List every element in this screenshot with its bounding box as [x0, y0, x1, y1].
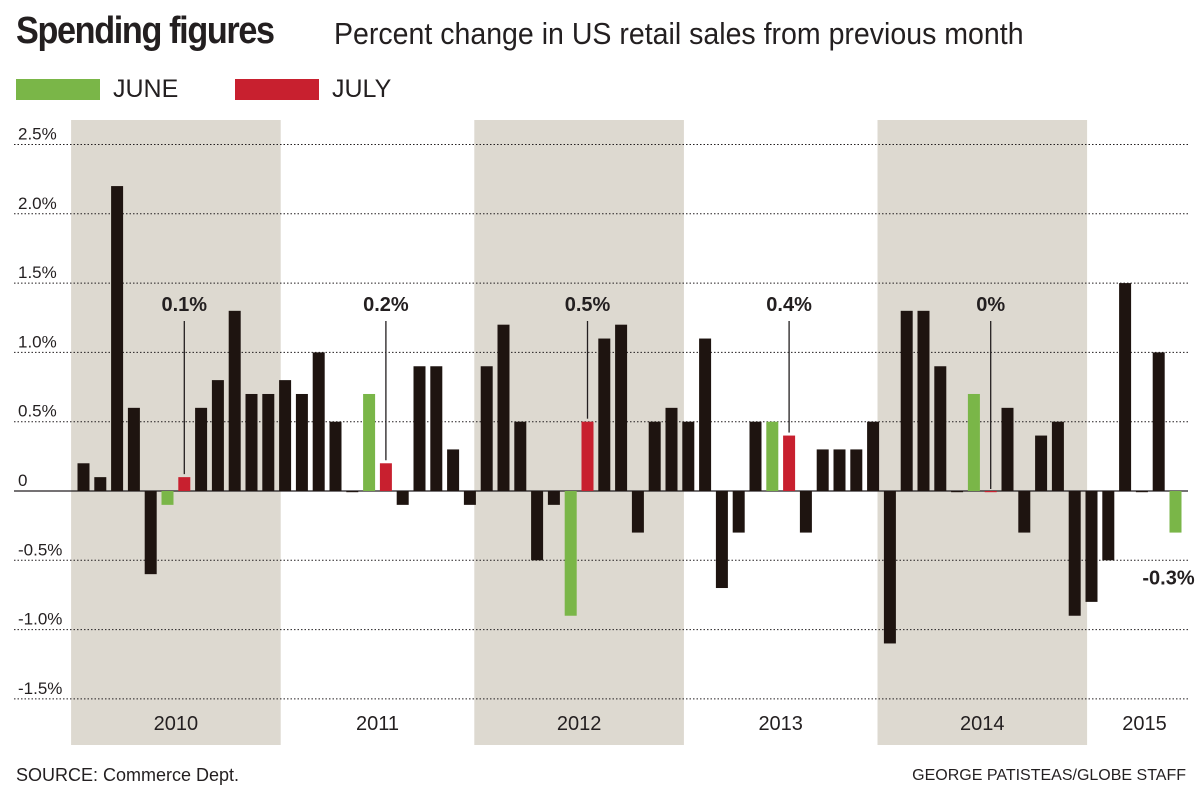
bar-2010-11 [245, 393, 258, 491]
bar-2012-8 [598, 338, 611, 491]
annotation-label: -0.3% [1142, 568, 1194, 590]
bar-2013-1 [682, 421, 695, 491]
bar-2012-10 [631, 491, 644, 533]
bar-2010-5 [144, 491, 157, 575]
bar-2014-4 [934, 366, 947, 491]
y-tick-label: 1.5% [18, 263, 57, 282]
y-tick-label: -1.5% [18, 679, 62, 698]
bar-2013-8 [799, 491, 812, 533]
bar-2010-12 [262, 393, 275, 491]
bar-2011-3 [312, 352, 325, 491]
y-tick-label: 2.0% [18, 194, 57, 213]
bar-2015-3 [1119, 283, 1132, 491]
y-tick-label: -0.5% [18, 540, 62, 559]
bar-2012-7 [581, 421, 594, 491]
bar-2013-12 [867, 421, 880, 491]
y-tick-label: 0.5% [18, 402, 57, 421]
bar-2014-3 [917, 310, 930, 491]
legend-label-july: JULY [332, 74, 392, 103]
bar-2012-4 [531, 491, 544, 561]
bar-2013-5 [749, 421, 762, 491]
bar-2014-11 [1051, 421, 1064, 491]
bar-2010-7 [178, 477, 191, 491]
legend-label-june: JUNE [113, 74, 179, 103]
bar-2013-3 [715, 491, 728, 589]
bar-2010-4 [127, 407, 140, 491]
bar-2014-9 [1018, 491, 1031, 533]
bar-2014-6 [967, 393, 980, 491]
bar-2011-2 [295, 393, 308, 491]
year-label-2013: 2013 [758, 713, 803, 735]
bar-2012-5 [547, 491, 560, 505]
bar-2014-8 [1001, 407, 1014, 491]
bar-2011-12 [463, 491, 476, 505]
legend-swatch-june [16, 78, 100, 100]
bar-2012-3 [514, 421, 527, 491]
bar-2014-10 [1035, 435, 1048, 491]
bar-2013-10 [833, 449, 846, 491]
bar-2010-6 [161, 491, 174, 505]
annotation-label: 0.2% [363, 294, 409, 316]
bar-2012-9 [615, 324, 628, 491]
bar-2010-3 [111, 186, 124, 491]
annotation-label: 0.5% [565, 294, 611, 316]
annotation-label: 0.1% [162, 294, 208, 316]
bar-2011-1 [279, 380, 292, 491]
bar-2012-6 [564, 491, 577, 616]
bar-2015-4 [1135, 491, 1148, 493]
y-tick-label: -1.0% [18, 610, 62, 629]
bar-2013-6 [766, 421, 779, 491]
year-label-2014: 2014 [960, 713, 1005, 735]
bar-2015-6 [1169, 491, 1182, 533]
bar-2010-9 [211, 380, 224, 491]
bar-2011-4 [329, 421, 342, 491]
bar-2015-5 [1152, 352, 1165, 491]
bar-2014-1 [883, 491, 896, 644]
bar-2013-4 [732, 491, 745, 533]
bar-2013-11 [850, 449, 863, 491]
legend-july: JULY [235, 74, 391, 104]
year-label-2015: 2015 [1122, 713, 1167, 735]
bar-2011-10 [430, 366, 443, 491]
annotation-label: 0% [976, 294, 1005, 316]
bar-2014-12 [1068, 491, 1081, 616]
bar-2015-2 [1102, 491, 1115, 561]
source-note: SOURCE: Commerce Dept. [16, 765, 240, 785]
bar-2012-2 [497, 324, 510, 491]
bar-2010-10 [228, 310, 241, 491]
bar-2011-8 [396, 491, 409, 505]
y-tick-label: 1.0% [18, 332, 57, 351]
bar-2013-7 [783, 435, 796, 491]
bar-2011-5 [346, 491, 359, 493]
bar-2014-5 [951, 491, 964, 493]
chart-title: Spending figures [16, 10, 275, 52]
bar-2012-1 [480, 366, 493, 491]
y-tick-label: 2.5% [18, 125, 57, 144]
bar-2010-8 [195, 407, 208, 491]
bar-2011-6 [363, 393, 376, 491]
bar-2014-7 [984, 491, 997, 493]
year-label-2011: 2011 [356, 713, 399, 735]
year-label-2012: 2012 [557, 713, 602, 735]
bar-2013-9 [816, 449, 829, 491]
bar-2011-9 [413, 366, 426, 491]
bar-2013-2 [699, 338, 712, 491]
annotation-label: 0.4% [766, 294, 812, 316]
year-label-2010: 2010 [154, 713, 199, 735]
legend-swatch-july [235, 78, 319, 100]
bar-2011-11 [447, 449, 460, 491]
credit-note: GEORGE PATISTEAS/GLOBE STAFF [912, 767, 1186, 784]
chart-subtitle: Percent change in US retail sales from p… [334, 16, 1024, 51]
legend-june: JUNE [16, 74, 178, 104]
bar-2011-7 [379, 463, 392, 491]
bar-2012-12 [665, 407, 678, 491]
bar-2014-2 [900, 310, 913, 491]
bar-2010-2 [94, 477, 107, 491]
y-tick-label: 0 [18, 471, 27, 490]
bar-2012-11 [648, 421, 661, 491]
bar-2010-1 [77, 463, 90, 491]
bar-2015-1 [1085, 491, 1098, 602]
